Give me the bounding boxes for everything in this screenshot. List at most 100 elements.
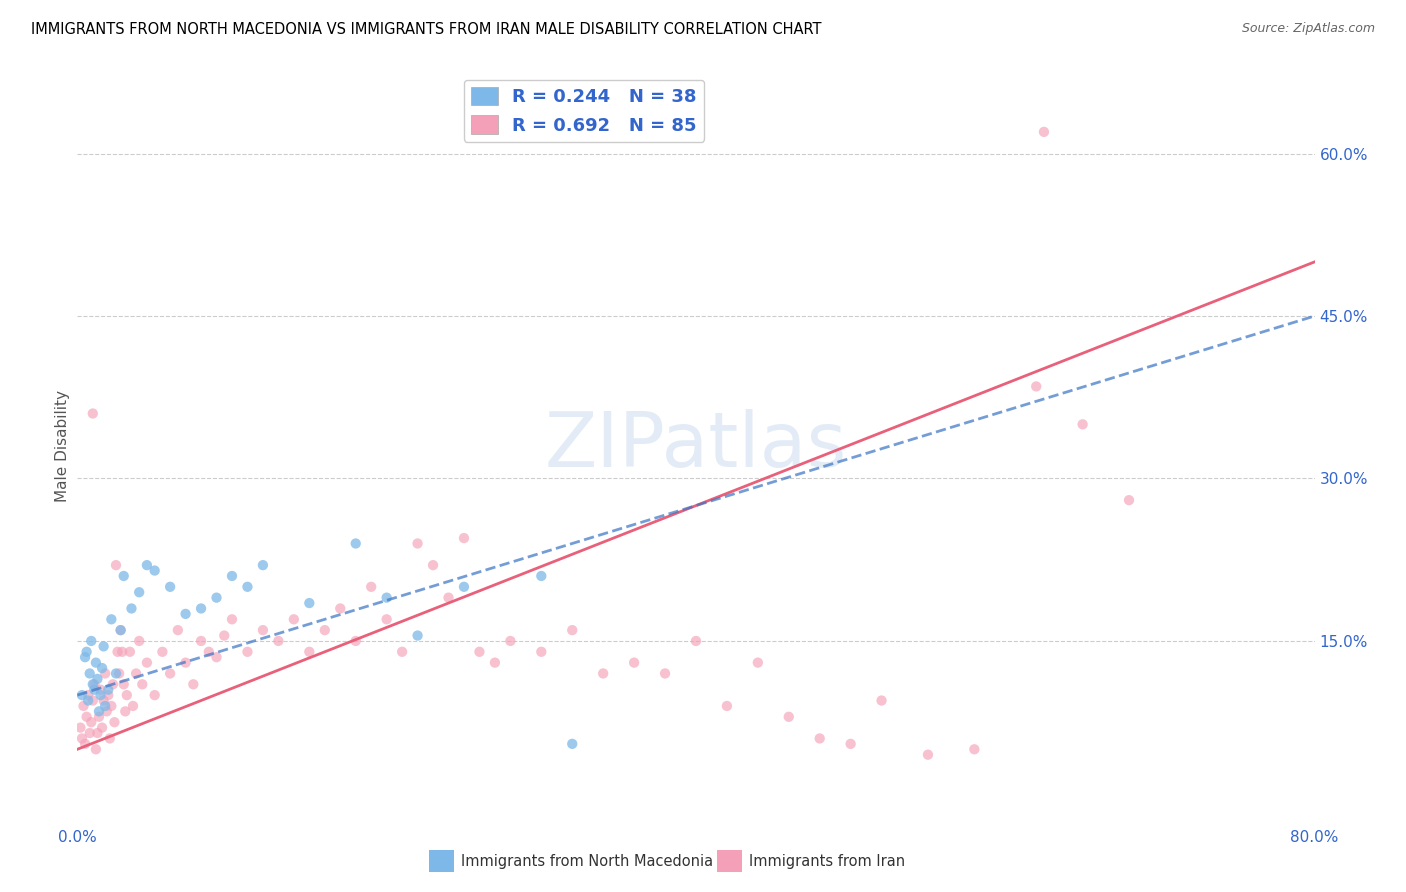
Point [499, 634, 522, 648]
Point [214, 629, 236, 643]
Point [406, 536, 429, 550]
Point [91, 721, 114, 735]
Point [75, 737, 96, 751]
Point [77, 688, 100, 702]
Point [375, 591, 398, 605]
Point [592, 666, 614, 681]
Point [839, 737, 862, 751]
Point [561, 623, 583, 637]
Point [159, 580, 181, 594]
Point [197, 645, 219, 659]
Point [96, 705, 118, 719]
Point [808, 731, 831, 746]
Point [97, 688, 120, 702]
Point [76, 710, 98, 724]
Point [530, 645, 553, 659]
Point [205, 650, 228, 665]
Point [105, 558, 127, 573]
Point [76, 645, 98, 659]
Legend: R = 0.244   N = 38, R = 0.692   N = 85: R = 0.244 N = 38, R = 0.692 N = 85 [464, 79, 704, 142]
Point [344, 634, 367, 648]
Text: IMMIGRANTS FROM NORTH MACEDONIA VS IMMIGRANTS FROM IRAN MALE DISABILITY CORRELAT: IMMIGRANTS FROM NORTH MACEDONIA VS IMMIG… [31, 22, 821, 37]
Point [252, 623, 274, 637]
Point [75, 650, 96, 665]
Point [110, 623, 132, 637]
Point [131, 677, 153, 691]
Point [72, 698, 94, 713]
Point [108, 666, 131, 681]
Point [125, 666, 148, 681]
Point [167, 623, 190, 637]
Y-axis label: Male Disability: Male Disability [55, 390, 70, 502]
Point [453, 531, 475, 545]
Text: Immigrants from North Macedonia: Immigrants from North Macedonia [461, 855, 713, 869]
Point [778, 710, 800, 724]
Point [468, 645, 491, 659]
Point [716, 698, 738, 713]
Point [314, 623, 336, 637]
Point [205, 591, 228, 605]
Text: ZIPatlas: ZIPatlas [544, 409, 848, 483]
Point [86, 672, 108, 686]
Point [406, 629, 429, 643]
Point [94, 698, 117, 713]
Point [110, 623, 132, 637]
Point [87, 710, 110, 724]
Point [298, 645, 321, 659]
Text: Immigrants from Iran: Immigrants from Iran [749, 855, 905, 869]
Point [422, 558, 444, 573]
Point [685, 634, 707, 648]
Point [100, 698, 122, 713]
Point [283, 612, 305, 626]
Point [329, 601, 352, 615]
Point [121, 601, 143, 615]
Point [101, 677, 124, 691]
Point [94, 666, 117, 681]
Point [83, 682, 105, 697]
Point [93, 640, 115, 654]
Point [236, 645, 259, 659]
Point [128, 585, 150, 599]
Point [236, 580, 259, 594]
Point [174, 656, 197, 670]
Point [870, 693, 893, 707]
Point [561, 737, 583, 751]
Point [159, 666, 181, 681]
Point [1071, 417, 1094, 432]
Point [190, 601, 212, 615]
Point [103, 715, 125, 730]
Point [79, 726, 101, 740]
Point [1118, 493, 1140, 508]
Point [1033, 125, 1056, 139]
Point [83, 677, 105, 691]
Point [143, 688, 166, 702]
Point [84, 656, 107, 670]
Point [82, 677, 104, 691]
Point [344, 536, 367, 550]
Point [128, 634, 150, 648]
Point [174, 607, 197, 621]
Point [111, 645, 134, 659]
Point [86, 726, 108, 740]
Point [221, 612, 243, 626]
Point [82, 693, 104, 707]
Point [114, 705, 136, 719]
Point [80, 715, 103, 730]
Point [70, 731, 93, 746]
Point [69, 721, 91, 735]
Point [97, 682, 120, 697]
Point [623, 656, 645, 670]
Point [437, 591, 460, 605]
Point [267, 634, 290, 648]
Point [79, 666, 101, 681]
Point [93, 693, 115, 707]
Point [375, 612, 398, 626]
Point [105, 666, 127, 681]
Point [80, 634, 103, 648]
Point [221, 569, 243, 583]
Point [190, 634, 212, 648]
Point [963, 742, 986, 756]
Point [917, 747, 939, 762]
Point [453, 580, 475, 594]
Point [530, 569, 553, 583]
